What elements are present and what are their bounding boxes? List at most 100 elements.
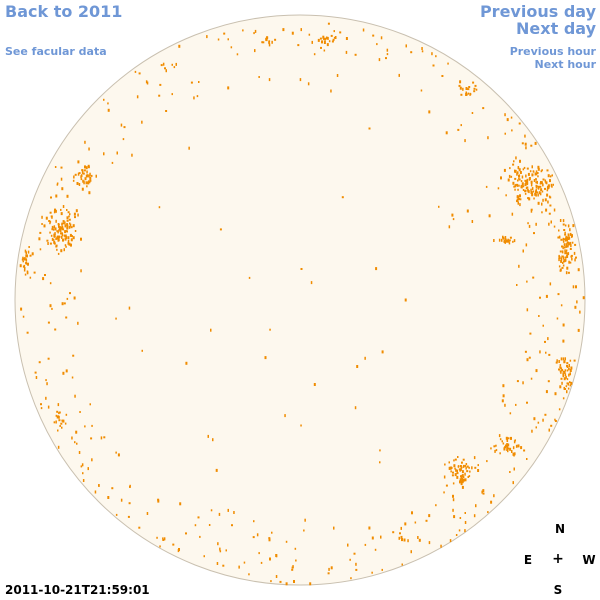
feature-dot [72, 224, 75, 228]
feature-dot [80, 237, 82, 241]
feature-dot [49, 242, 52, 245]
feature-dot [541, 169, 543, 172]
back-to-year-link[interactable]: Back to 2011 [5, 2, 123, 21]
feature-dot [31, 252, 34, 256]
feature-dot [141, 349, 143, 352]
feature-dot [445, 484, 448, 487]
feature-dot [271, 531, 273, 534]
feature-dot [566, 362, 569, 365]
feature-dot [501, 399, 504, 403]
feature-dot [310, 281, 313, 285]
feature-dot [529, 332, 532, 335]
feature-dot [212, 438, 214, 442]
next-hour-link[interactable]: Next hour [534, 58, 597, 71]
feature-dot [131, 153, 133, 157]
feature-dot [454, 467, 456, 470]
feature-dot [282, 28, 285, 32]
feature-dot [208, 524, 211, 526]
feature-dot [63, 234, 66, 237]
feature-dot [54, 328, 57, 331]
feature-dot [569, 372, 571, 376]
feature-dot [550, 220, 552, 224]
previous-hour-link[interactable]: Previous hour [509, 45, 596, 58]
feature-dot [65, 316, 68, 319]
feature-dot [57, 231, 59, 234]
feature-dot [134, 70, 137, 73]
feature-dot [82, 472, 84, 475]
feature-dot [539, 185, 542, 188]
feature-dot [53, 210, 56, 214]
feature-dot [67, 239, 70, 243]
feature-dot [41, 223, 43, 225]
feature-dot [62, 228, 65, 231]
feature-dot [88, 191, 91, 195]
feature-dot [460, 93, 463, 96]
feature-dot [47, 321, 50, 324]
feature-dot [74, 441, 76, 444]
feature-dot [464, 529, 466, 533]
feature-dot [138, 72, 141, 75]
feature-dot [524, 192, 527, 195]
feature-dot [355, 562, 357, 566]
feature-dot [66, 219, 69, 222]
feature-dot [512, 240, 514, 243]
facular-data-link[interactable]: See facular data [5, 45, 107, 58]
feature-dot [60, 249, 63, 253]
feature-dot [69, 233, 72, 237]
feature-dot [107, 108, 110, 112]
feature-dot [559, 268, 562, 272]
previous-day-link[interactable]: Previous day [479, 2, 596, 21]
feature-dot [477, 469, 480, 472]
feature-dot [71, 436, 73, 440]
feature-dot [268, 538, 271, 542]
feature-dot [376, 43, 378, 46]
feature-dot [157, 499, 160, 503]
feature-dot [69, 292, 71, 295]
feature-dot [462, 87, 464, 91]
feature-dot [460, 482, 463, 486]
feature-dot [122, 138, 125, 141]
feature-dot [66, 297, 69, 300]
feature-dot [57, 223, 60, 225]
feature-dot [524, 350, 527, 353]
feature-dot [341, 196, 344, 199]
feature-dot [534, 192, 537, 196]
feature-dot [536, 191, 539, 194]
feature-dot [481, 490, 483, 494]
feature-dot [524, 134, 526, 138]
feature-dot [227, 38, 229, 41]
feature-dot [84, 177, 87, 181]
compass-north-label: N [554, 522, 566, 536]
feature-dot [364, 356, 366, 360]
magnetic-feature-markers [19, 22, 585, 586]
feature-dot [420, 89, 423, 92]
feature-dot [248, 276, 251, 279]
feature-dot [569, 248, 572, 250]
feature-dot [269, 328, 271, 331]
feature-dot [518, 178, 521, 181]
feature-dot [525, 146, 527, 150]
feature-dot [29, 276, 32, 279]
feature-dot [20, 307, 23, 311]
feature-dot [564, 224, 567, 227]
feature-dot [49, 304, 52, 308]
feature-dot [482, 489, 485, 493]
feature-dot [510, 436, 512, 440]
feature-dot [354, 406, 357, 410]
feature-dot [63, 248, 65, 252]
feature-dot [557, 236, 560, 239]
feature-dot [522, 185, 525, 188]
feature-dot [45, 216, 48, 220]
feature-dot [80, 175, 82, 179]
feature-dot [464, 478, 467, 482]
next-day-link[interactable]: Next day [516, 19, 596, 38]
feature-dot [90, 174, 93, 177]
feature-dot [548, 185, 550, 189]
feature-dot [80, 269, 82, 273]
feature-dot [62, 205, 65, 208]
feature-dot [67, 236, 70, 240]
feature-dot [95, 174, 97, 178]
feature-dot [175, 62, 177, 66]
feature-dot [563, 370, 566, 374]
feature-dot [558, 235, 561, 239]
